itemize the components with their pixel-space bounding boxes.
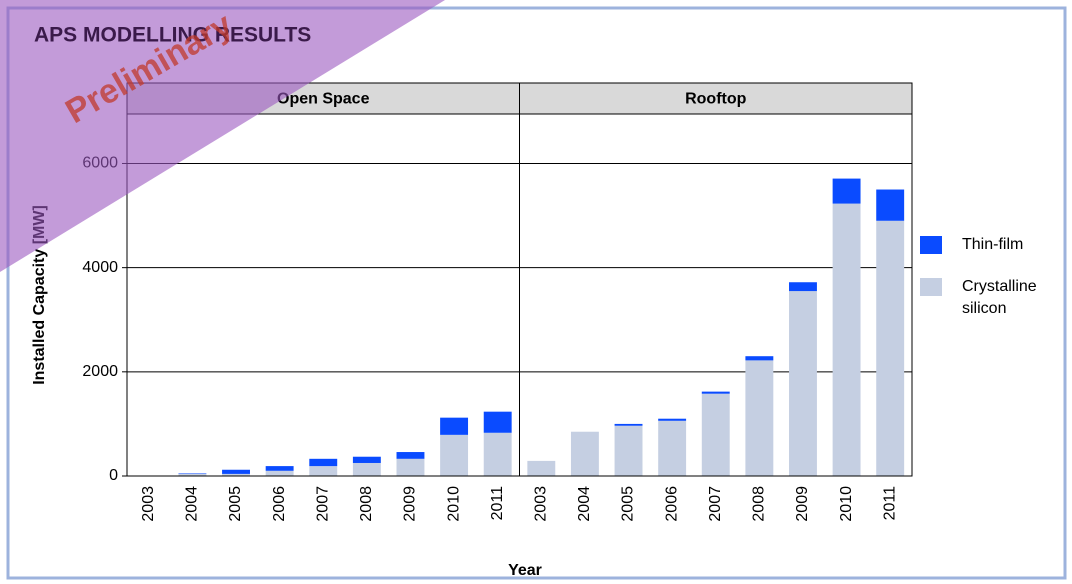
legend-label: Thin-film bbox=[962, 236, 1024, 253]
legend-item: Thin-film bbox=[920, 236, 1052, 256]
legend-swatch bbox=[920, 236, 942, 254]
x-tick-label: 2008 bbox=[358, 486, 375, 522]
bar-segment bbox=[309, 466, 338, 476]
bar-segment bbox=[832, 203, 861, 476]
bar-segment bbox=[352, 462, 381, 476]
bar-segment bbox=[265, 470, 294, 476]
bar-segment bbox=[222, 473, 250, 476]
x-tick-label: 2009 bbox=[794, 486, 811, 522]
x-tick-label: 2005 bbox=[620, 486, 637, 522]
facet-strip bbox=[519, 82, 913, 115]
bar-segment bbox=[614, 425, 643, 476]
x-tick-label: 2004 bbox=[576, 486, 593, 522]
x-tick-label: 2006 bbox=[271, 486, 288, 522]
watermark-band bbox=[0, 0, 445, 272]
x-tick-label: 2003 bbox=[140, 486, 157, 522]
bar-segment bbox=[178, 473, 207, 476]
bar-segment bbox=[483, 432, 512, 476]
bar-segment bbox=[396, 458, 425, 476]
bar-segment bbox=[222, 469, 250, 474]
bar-segment bbox=[658, 420, 687, 476]
bar-segment bbox=[701, 391, 730, 394]
x-tick-label: 2010 bbox=[445, 486, 462, 522]
bar-segment bbox=[396, 452, 425, 459]
bar-segment bbox=[265, 466, 294, 471]
bar-segment bbox=[570, 431, 599, 476]
legend-item: Crystalline silicon bbox=[920, 278, 1052, 320]
bar-segment bbox=[309, 458, 338, 467]
x-tick-label: 2007 bbox=[707, 486, 724, 522]
bar-segment bbox=[527, 460, 556, 476]
x-tick-label: 2009 bbox=[402, 486, 419, 522]
legend-swatch bbox=[920, 278, 942, 296]
y-tick-label: 0 bbox=[109, 467, 118, 484]
facet-title: Rooftop bbox=[685, 91, 747, 108]
bar-segment bbox=[789, 291, 817, 476]
x-tick-label: 2011 bbox=[881, 486, 898, 521]
x-tick-label: 2007 bbox=[314, 486, 331, 522]
bar-segment bbox=[745, 356, 774, 361]
bar-segment bbox=[832, 178, 861, 204]
bar-segment bbox=[789, 282, 817, 292]
frame bbox=[6, 6, 1067, 580]
legend-label: Crystalline silicon bbox=[962, 278, 1037, 317]
x-tick-label: 2005 bbox=[227, 486, 244, 522]
x-tick-label: 2011 bbox=[489, 486, 506, 521]
page-title: APS MODELLING RESULTS bbox=[34, 24, 311, 47]
bar-segment bbox=[701, 393, 730, 476]
x-tick-label: 2003 bbox=[533, 486, 550, 522]
bar-segment bbox=[876, 220, 905, 476]
bar-segment bbox=[745, 360, 774, 476]
x-tick-label: 2004 bbox=[184, 486, 201, 522]
bar-segment bbox=[658, 418, 687, 421]
bar-segment bbox=[440, 417, 469, 435]
x-tick-label: 2010 bbox=[838, 486, 855, 522]
bar-segment bbox=[440, 434, 469, 476]
bar-segment bbox=[352, 456, 381, 463]
x-tick-label: 2006 bbox=[663, 486, 680, 522]
bar-segment bbox=[876, 189, 905, 221]
x-tick-label: 2008 bbox=[751, 486, 768, 522]
bar-segment bbox=[178, 473, 207, 474]
facet-title: Open Space bbox=[277, 91, 370, 108]
bar-segment bbox=[614, 423, 643, 426]
y-tick-label: 2000 bbox=[82, 363, 118, 380]
bar-segment bbox=[483, 411, 512, 433]
x-axis-title: Year bbox=[508, 562, 542, 579]
y-tick-label: 4000 bbox=[82, 259, 118, 276]
